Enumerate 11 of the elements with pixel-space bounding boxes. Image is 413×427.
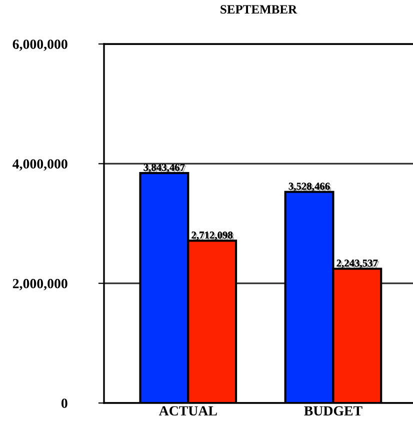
data-label: 3,528,466: [288, 182, 332, 193]
y-tick-label: 2,000,000: [12, 278, 68, 290]
y-tick-label: 6,000,000: [12, 40, 68, 51]
data-label: 3,843,467: [144, 164, 186, 174]
data-label: 2,712,098: [192, 232, 234, 242]
data-label: 2,243,537: [336, 260, 380, 270]
y-tick-label: 4,000,000: [12, 159, 68, 171]
x-tick-label: BUDGET: [304, 406, 362, 416]
x-tick-label: ACTUAL: [158, 406, 217, 416]
y-tick-label: 0: [61, 398, 68, 408]
chart-title: SEPTEMBER: [220, 5, 298, 14]
